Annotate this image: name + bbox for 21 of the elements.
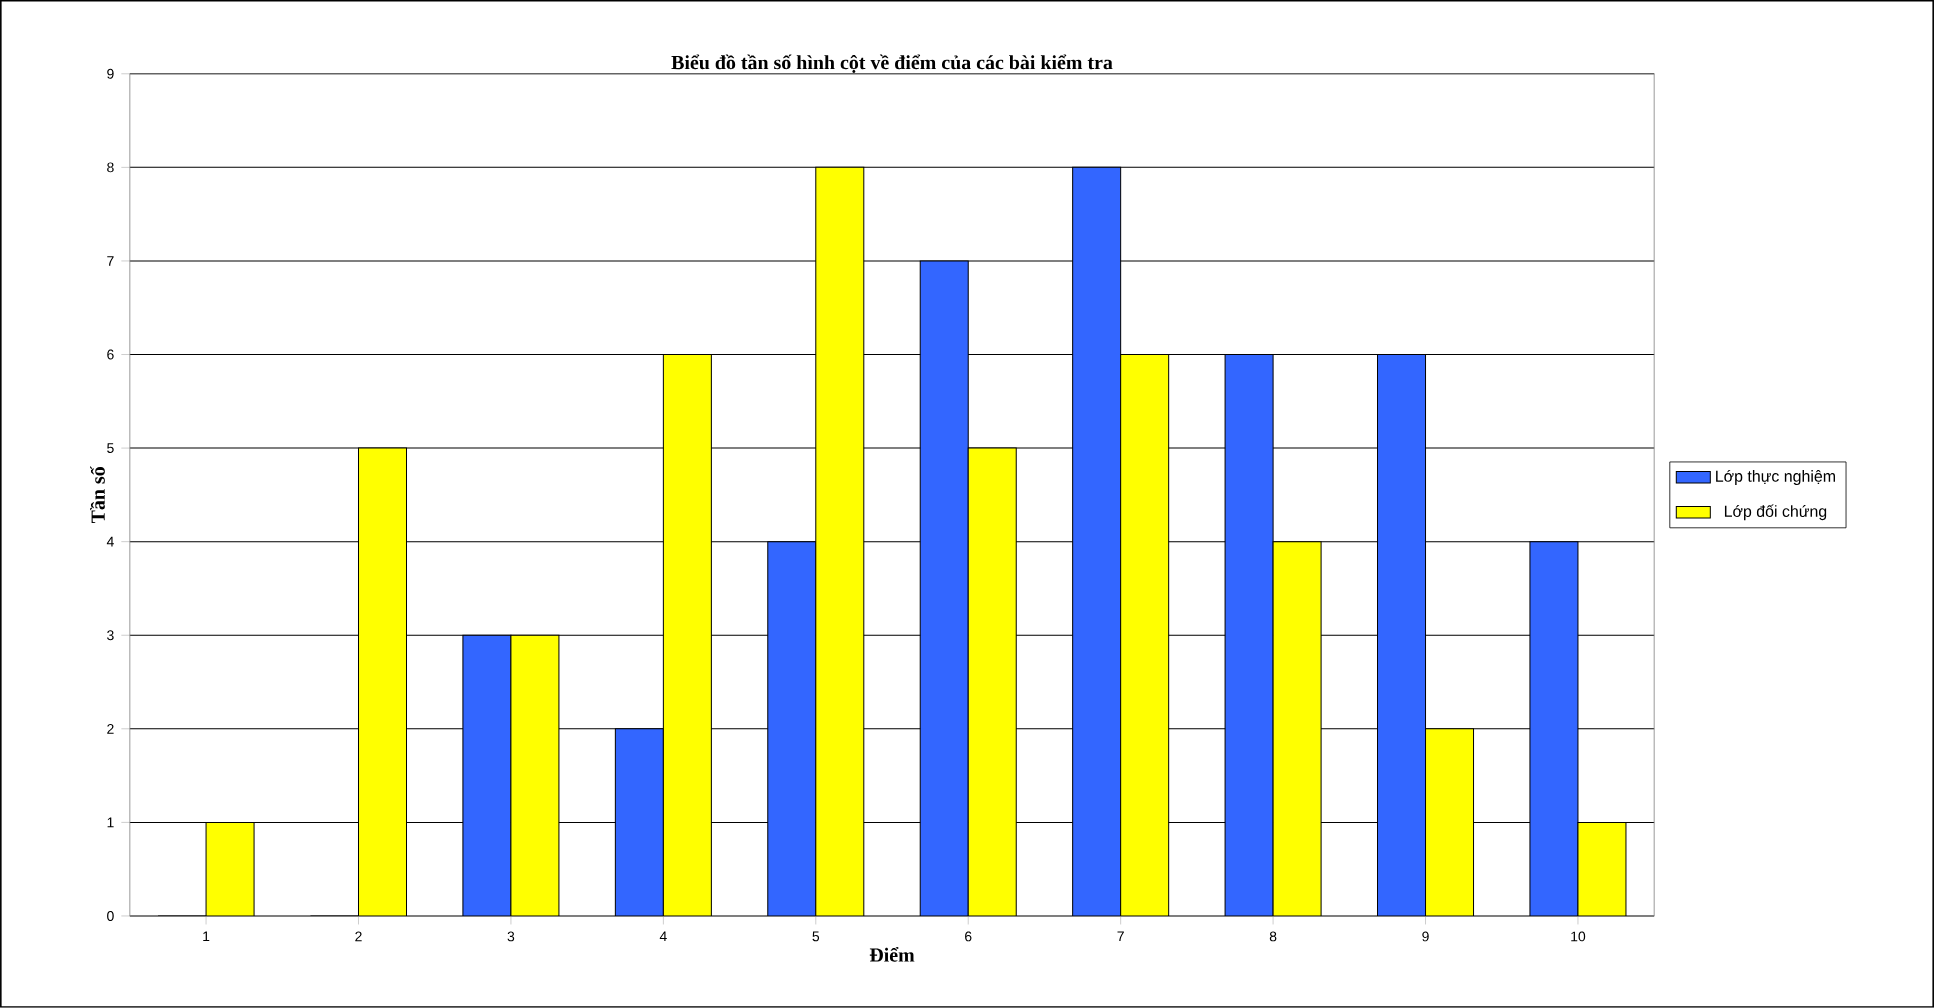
bar bbox=[357, 447, 407, 917]
bar bbox=[510, 634, 560, 917]
bar bbox=[919, 260, 969, 917]
bar bbox=[1224, 354, 1274, 917]
bar bbox=[1272, 541, 1322, 917]
bar bbox=[205, 821, 255, 917]
bar bbox=[614, 728, 664, 917]
x-axis-title: Điểm bbox=[869, 947, 915, 962]
bar bbox=[1377, 354, 1427, 917]
bar bbox=[662, 354, 712, 917]
bar bbox=[462, 634, 512, 917]
bar bbox=[1120, 354, 1170, 917]
chart-title: Biểu đồ tần số hình cột về điểm của các bài kiểm tra bbox=[671, 54, 1113, 74]
bar bbox=[815, 166, 865, 917]
bar bbox=[767, 541, 817, 917]
bar bbox=[1425, 728, 1475, 917]
bar bbox=[1072, 166, 1122, 917]
bar bbox=[1529, 541, 1579, 917]
bar bbox=[1577, 821, 1627, 917]
y-axis-title: Tần số bbox=[90, 466, 105, 524]
bar bbox=[967, 447, 1017, 917]
